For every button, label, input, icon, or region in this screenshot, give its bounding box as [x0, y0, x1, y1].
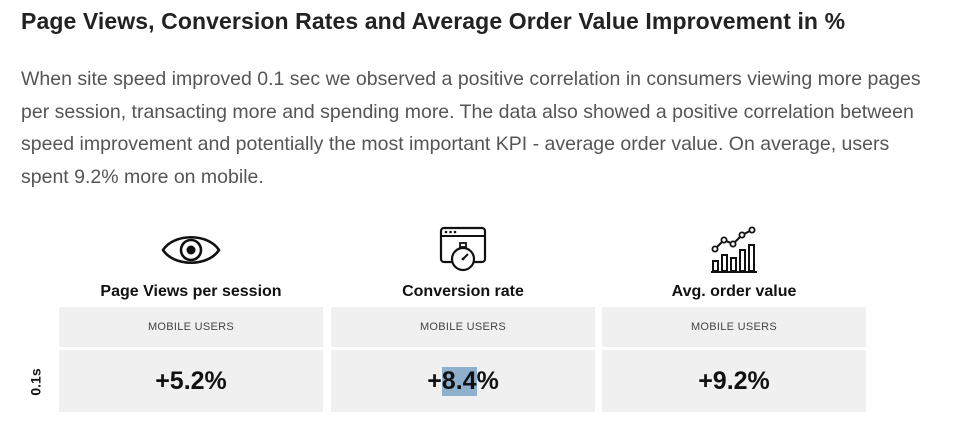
row-label: 0.1s [22, 368, 50, 396]
metric-label-avg-order-value: Avg. order value [671, 283, 797, 300]
page-title: Page Views, Conversion Rates and Average… [21, 8, 846, 34]
metric-column-conversion-rate: Conversion rate [331, 224, 595, 301]
metric-label-conversion-rate: Conversion rate [402, 283, 524, 300]
intro-paragraph: When site speed improved 0.1 sec we obse… [21, 68, 921, 188]
sub-header-mobile-users: MOBILE USERS [602, 307, 866, 347]
metric-column-avg-order-value: Avg. order value [602, 224, 866, 301]
value-prefix: + [427, 366, 442, 395]
metric-label-page-views: Page Views per session [100, 283, 282, 300]
value-suffix: % [476, 366, 499, 395]
value-text: +5.2% [155, 366, 227, 395]
eye-icon [161, 236, 221, 264]
growth-chart-icon [711, 226, 757, 273]
value-cell-page-views: +5.2% [59, 350, 323, 412]
metric-column-page-views: Page Views per session [59, 224, 323, 301]
row-label-text: 0.1s [28, 368, 44, 396]
value-cell-conversion-rate: +8.4% [331, 350, 595, 412]
sub-header-mobile-users: MOBILE USERS [59, 307, 323, 347]
value-cell-avg-order-value: +9.2% [602, 350, 866, 412]
browser-stopwatch-icon [439, 226, 487, 272]
value-text: +9.2% [698, 366, 770, 395]
selected-text-highlight[interactable]: 8.4 [441, 366, 477, 396]
sub-header-mobile-users: MOBILE USERS [331, 307, 595, 347]
